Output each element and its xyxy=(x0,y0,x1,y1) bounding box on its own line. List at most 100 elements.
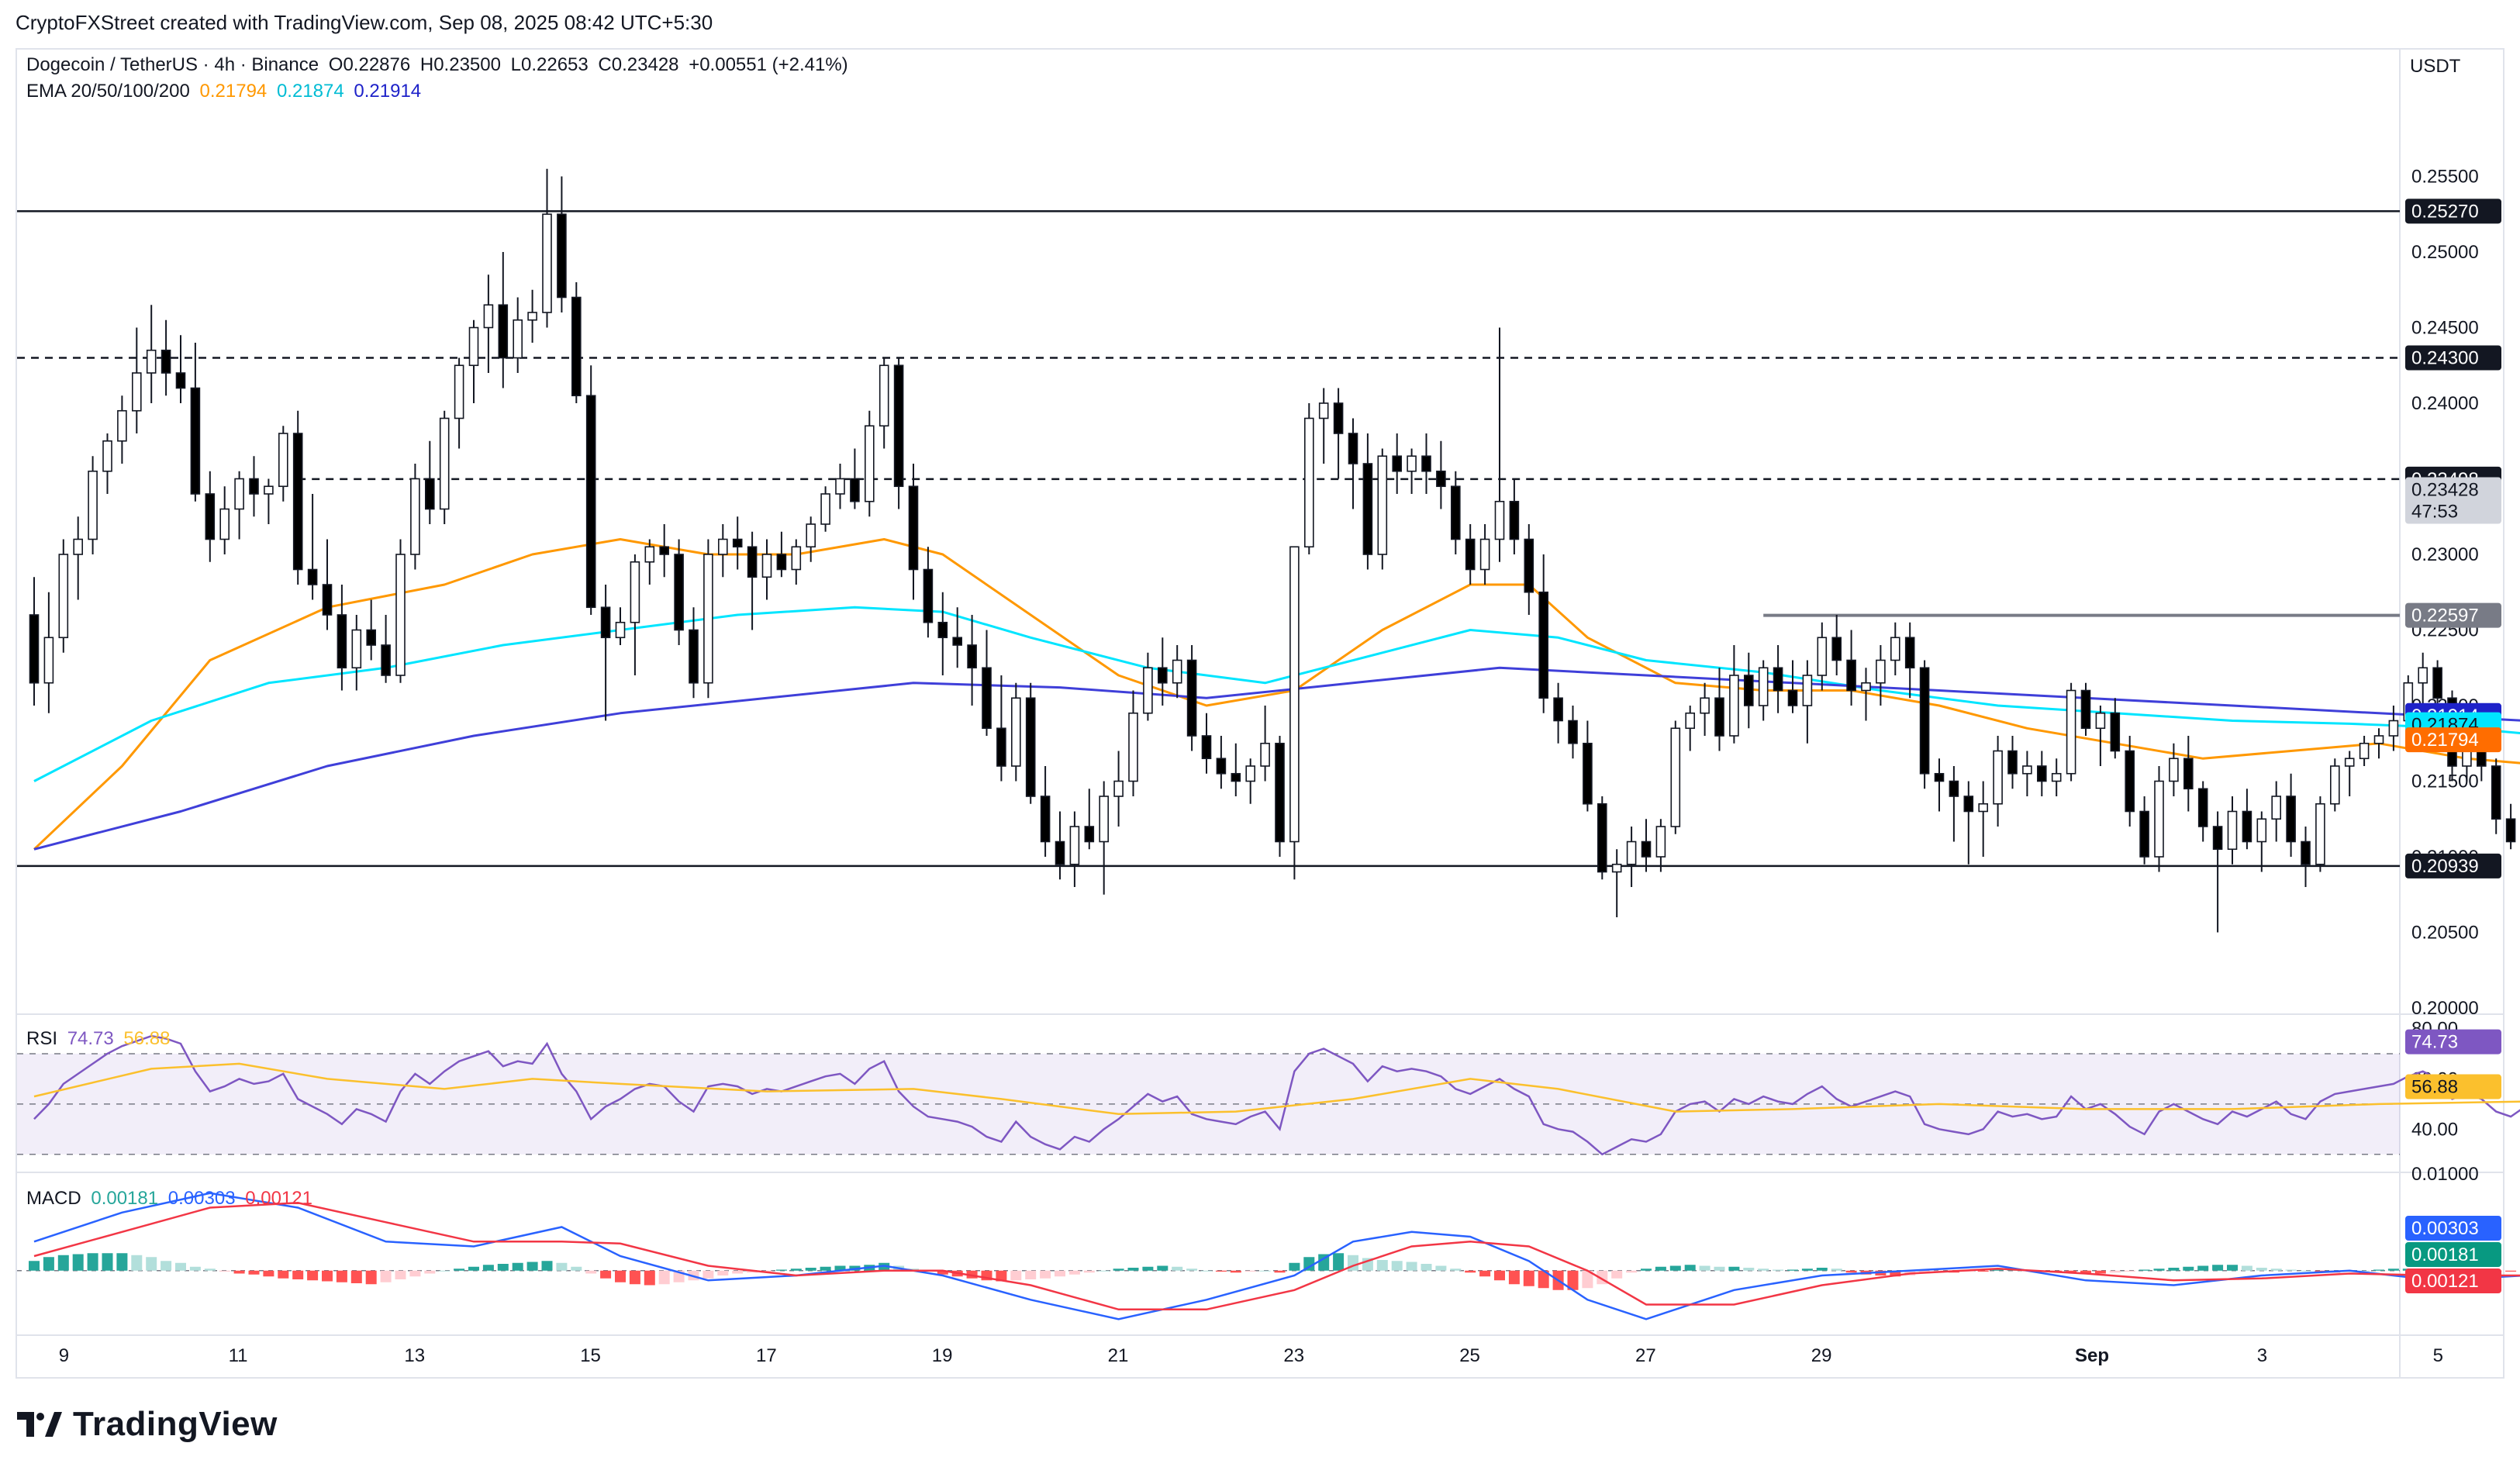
candle-body xyxy=(659,546,670,555)
candle-body xyxy=(2418,667,2428,684)
chart-frame[interactable] xyxy=(16,48,2504,1379)
candle-body xyxy=(1949,780,1959,797)
candle-body xyxy=(820,493,830,525)
macd-histogram-bar xyxy=(834,1265,846,1271)
ema-legend: EMA 20/50/100/200 0.21794 0.21874 0.2191… xyxy=(26,81,426,102)
macd-histogram-bar xyxy=(1259,1270,1271,1272)
macd-histogram-bar xyxy=(336,1270,347,1282)
candle-body xyxy=(1597,803,1607,873)
price-tick-label: 0.23000 xyxy=(2411,544,2479,565)
macd-histogram-bar xyxy=(248,1270,260,1275)
macd-histogram-bar xyxy=(395,1270,406,1279)
macd-histogram-bar xyxy=(1728,1266,1740,1271)
macd-histogram-bar xyxy=(1391,1261,1403,1271)
macd-histogram-bar xyxy=(1025,1270,1037,1279)
countdown-text: 47:53 xyxy=(2411,502,2458,523)
candle-body xyxy=(1494,500,1505,540)
candle-body xyxy=(1348,433,1358,464)
candle-body xyxy=(483,304,494,329)
candle-body xyxy=(1670,727,1681,827)
candle-body xyxy=(307,568,318,585)
ema-label: EMA 20/50/100/200 xyxy=(26,81,190,102)
candle-body xyxy=(585,395,596,609)
macd-histogram-bar xyxy=(497,1264,509,1271)
candle-body xyxy=(1025,697,1036,797)
candle-body xyxy=(2373,735,2384,744)
candle-body xyxy=(2197,788,2208,827)
candle-body xyxy=(923,568,934,623)
candle-body xyxy=(1318,402,1329,419)
candle-body xyxy=(1700,697,1710,714)
currency-label: USDT xyxy=(2410,56,2461,77)
candle-body xyxy=(732,538,743,548)
candle-body xyxy=(1011,697,1021,767)
candle-body xyxy=(249,478,259,495)
candle-body xyxy=(1407,455,1417,472)
candle-body xyxy=(2051,772,2062,782)
macd-histogram-bar xyxy=(482,1265,494,1271)
macd-histogram-bar xyxy=(1845,1270,1857,1273)
macd-histogram-bar xyxy=(1333,1253,1345,1271)
candle-body xyxy=(468,326,479,367)
macd-histogram-bar xyxy=(615,1270,626,1282)
price-label-text: 0.20939 xyxy=(2411,856,2479,877)
macd-label: MACD xyxy=(26,1188,81,1209)
macd-histogram-bar xyxy=(1567,1270,1579,1290)
macd-histogram-bar xyxy=(1890,1270,1901,1277)
macd-histogram-bar xyxy=(1289,1262,1300,1271)
candle-body xyxy=(2169,758,2179,782)
macd-histogram-bar xyxy=(72,1254,84,1271)
candle-body xyxy=(1861,682,1871,692)
macd-histogram-bar xyxy=(2241,1265,2252,1271)
macd-histogram-bar xyxy=(2212,1265,2224,1271)
tradingview-logo[interactable]: TradingView xyxy=(17,1405,278,1444)
macd-histogram-bar xyxy=(1172,1266,1183,1271)
macd-histogram-bar xyxy=(556,1262,568,1271)
candle-body xyxy=(1729,675,1739,737)
macd-histogram-bar xyxy=(541,1261,553,1271)
macd-histogram-bar xyxy=(2315,1270,2326,1272)
candle-body xyxy=(1876,659,1886,684)
macd-histogram-bar xyxy=(790,1269,802,1271)
ema100-value: 0.21914 xyxy=(354,81,422,102)
macd-histogram-bar xyxy=(717,1270,729,1275)
rsi-value: 74.73 xyxy=(67,1028,114,1049)
candle-body xyxy=(1362,463,1373,555)
macd-value: 0.00181 xyxy=(91,1188,159,1209)
candle-body xyxy=(2242,810,2252,843)
macd-value-tag-text: 0.00121 xyxy=(2411,1271,2479,1292)
candle-body xyxy=(1084,826,1095,843)
candle-body xyxy=(219,508,230,540)
macd-histogram-bar xyxy=(1641,1269,1652,1271)
macd-histogram-bar xyxy=(2387,1269,2399,1271)
macd-histogram-bar xyxy=(365,1270,377,1285)
rsi-value-tag-text: 74.73 xyxy=(2411,1032,2458,1053)
candle-body xyxy=(513,319,523,359)
macd-histogram-bar xyxy=(702,1270,714,1279)
macd-histogram-bar xyxy=(1479,1270,1491,1277)
candle-body xyxy=(2022,765,2032,775)
price-label-tag xyxy=(2405,345,2501,371)
macd-histogram-bar xyxy=(820,1266,831,1271)
macd-histogram-bar xyxy=(2183,1266,2194,1271)
macd-histogram-bar xyxy=(2124,1270,2135,1272)
candle-body xyxy=(1934,772,1945,782)
macd-histogram-bar xyxy=(732,1270,744,1274)
candle-body xyxy=(1465,538,1476,571)
macd-histogram-bar xyxy=(2197,1265,2209,1271)
macd-histogram-bar xyxy=(1318,1254,1330,1271)
macd-histogram-bar xyxy=(1186,1269,1198,1271)
candle-body xyxy=(1744,675,1754,706)
candle-body xyxy=(424,478,435,510)
macd-histogram-bar xyxy=(937,1270,948,1275)
macd-histogram-bar xyxy=(1127,1268,1139,1271)
candle-body xyxy=(1524,538,1534,593)
candle-body xyxy=(102,440,112,472)
candle-body xyxy=(1333,402,1344,434)
macd-histogram-bar xyxy=(1801,1269,1813,1271)
candle-body xyxy=(205,493,216,540)
macd-histogram-bar xyxy=(43,1257,54,1271)
candle-body xyxy=(2212,826,2223,851)
time-tick-label: 19 xyxy=(932,1345,953,1366)
